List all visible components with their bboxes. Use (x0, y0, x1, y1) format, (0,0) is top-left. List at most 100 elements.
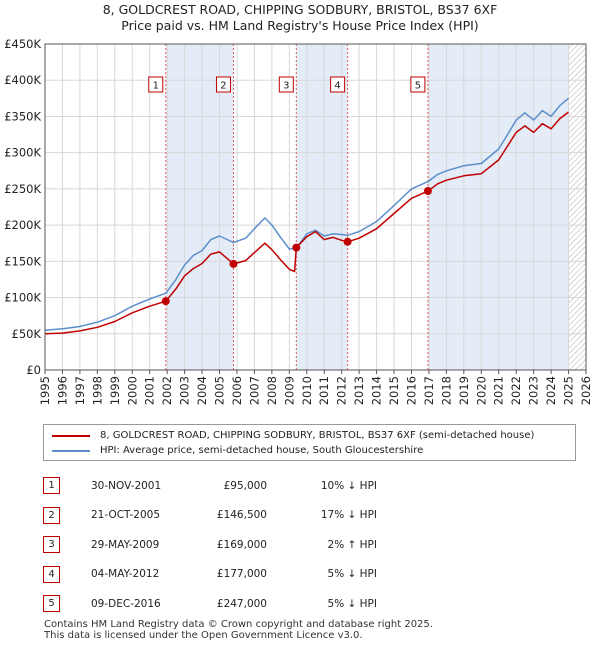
y-tick-label: £400K (4, 73, 41, 87)
sale-hpi-diff: 5% ↓ HPI (327, 568, 377, 581)
sale-label-box (278, 76, 294, 93)
x-tick-label: 2015 (387, 376, 401, 405)
x-tick-label: 2001 (143, 376, 157, 405)
chart-legend: 8, GOLDCREST ROAD, CHIPPING SODBURY, BRI… (43, 424, 576, 461)
x-tick-label: 2021 (492, 376, 506, 405)
x-tick-label: 2009 (282, 376, 296, 405)
sale-hpi-diff: 17% ↓ HPI (320, 509, 377, 522)
x-tick-label: 2019 (457, 376, 471, 405)
x-tick-label: 2000 (125, 376, 139, 405)
sale-price: £247,000 (216, 597, 267, 610)
sale-date: 30-NOV-2001 (91, 479, 162, 492)
sale-point (343, 237, 352, 246)
legend-label-hpi: HPI: Average price, semi-detached house,… (100, 445, 424, 456)
x-tick-label: 2024 (544, 376, 558, 405)
hpi-line (44, 97, 569, 331)
table-row: 1 30-NOV-2001 £95,000 10% ↓ HPI (43, 471, 377, 501)
sale-label: 3 (283, 81, 289, 92)
sale-label-box (410, 76, 426, 93)
sale-price: £95,000 (223, 479, 267, 492)
y-tick-label: £150K (4, 254, 41, 268)
sale-hpi-diff: 10% ↓ HPI (320, 479, 377, 492)
sale-label: 4 (334, 81, 340, 92)
shaded-period (427, 44, 569, 370)
sale-hpi-diff: 2% ↑ HPI (327, 538, 377, 551)
property-line (44, 111, 569, 335)
sale-label-box (148, 76, 164, 93)
chart-subtitle: Price paid vs. HM Land Registry's House … (121, 18, 479, 33)
footer: Contains HM Land Registry data © Crown c… (44, 619, 433, 641)
x-tick-label: 2004 (195, 376, 209, 405)
y-tick-label: £250K (4, 182, 41, 196)
x-tick-label: 1995 (38, 376, 52, 405)
chart-title: 8, GOLDCREST ROAD, CHIPPING SODBURY, BRI… (102, 2, 498, 17)
sale-date: 09-DEC-2016 (91, 597, 161, 610)
x-tick-label: 2020 (474, 376, 488, 405)
sale-number-badge: 2 (43, 506, 60, 524)
sale-price: £177,000 (216, 568, 267, 581)
sale-point (229, 259, 238, 268)
sale-number-badge: 3 (43, 536, 60, 554)
x-tick-label: 2003 (178, 376, 192, 405)
x-tick-label: 2017 (422, 376, 436, 405)
transactions-table: 1 30-NOV-2001 £95,000 10% ↓ HPI 2 21-OCT… (43, 471, 377, 619)
x-tick-label: 2012 (335, 376, 349, 405)
x-tick-label: 2002 (160, 376, 174, 405)
sale-date: 29-MAY-2009 (91, 538, 160, 551)
sale-label: 1 (153, 81, 159, 92)
sale-date: 04-MAY-2012 (91, 568, 160, 581)
x-tick-label: 1999 (108, 376, 122, 405)
price-chart: 1 2 3 4 5 £0 £50K £100K £150K £200K £250K £300K £35… (4, 37, 593, 405)
sale-number-badge: 5 (43, 595, 60, 613)
x-tick-label: 2013 (352, 376, 366, 405)
x-tick-label: 2007 (247, 376, 261, 405)
x-tick-label: 2025 (562, 376, 576, 405)
sale-point (423, 187, 432, 196)
sale-hpi-diff: 5% ↓ HPI (327, 597, 377, 610)
y-tick-label: £450K (4, 37, 41, 51)
x-tick-label: 1996 (55, 376, 69, 405)
x-tick-label: 2011 (317, 376, 331, 405)
sale-number-badge: 1 (43, 477, 60, 495)
y-tick-label: £200K (4, 218, 41, 232)
x-tick-label: 2010 (300, 376, 314, 405)
sale-price: £146,500 (216, 509, 267, 522)
x-tick-label: 2022 (509, 376, 523, 405)
x-tick-label: 2016 (404, 376, 418, 405)
sale-date: 21-OCT-2005 (91, 509, 160, 522)
footer-licence: This data is licensed under the Open Gov… (44, 630, 363, 641)
sale-label: 2 (220, 81, 226, 92)
sale-label-box (330, 76, 346, 93)
y-tick-label: £350K (4, 109, 41, 123)
sale-label-box (215, 76, 231, 93)
footer-copyright: Contains HM Land Registry data © Crown c… (44, 619, 433, 630)
x-tick-label: 2018 (439, 376, 453, 405)
plot-frame (44, 43, 587, 371)
table-row: 4 04-MAY-2012 £177,000 5% ↓ HPI (43, 560, 377, 590)
x-tick-label: 2014 (370, 376, 384, 405)
table-row: 2 21-OCT-2005 £146,500 17% ↓ HPI (43, 501, 377, 531)
sale-price: £169,000 (216, 538, 267, 551)
y-tick-label: £50K (12, 327, 42, 341)
x-tick-label: 2023 (527, 376, 541, 405)
x-tick-label: 2008 (265, 376, 279, 405)
sale-point (161, 297, 170, 306)
sale-number-badge: 4 (43, 565, 60, 583)
legend-swatch-property (52, 435, 90, 437)
legend-swatch-hpi (52, 450, 90, 452)
x-tick-label: 2006 (230, 376, 244, 405)
x-tick-label: 2026 (579, 376, 593, 405)
sale-label: 5 (415, 81, 421, 92)
y-tick-label: £0 (26, 363, 41, 377)
y-tick-label: £300K (4, 146, 41, 160)
table-row: 5 09-DEC-2016 £247,000 5% ↓ HPI (43, 589, 377, 619)
sale-point (292, 243, 301, 252)
x-tick-label: 1997 (73, 376, 87, 405)
table-row: 3 29-MAY-2009 £169,000 2% ↑ HPI (43, 530, 377, 560)
legend-label-property: 8, GOLDCREST ROAD, CHIPPING SODBURY, BRI… (100, 430, 535, 441)
shaded-period (296, 44, 348, 370)
x-tick-label: 1998 (90, 376, 104, 405)
x-tick-label: 2005 (213, 376, 227, 405)
forecast-hatch (568, 44, 586, 370)
shaded-period (165, 44, 234, 370)
